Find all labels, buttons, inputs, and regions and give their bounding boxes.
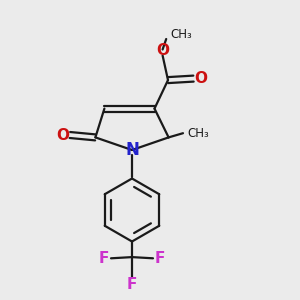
Text: N: N (125, 141, 139, 159)
Text: F: F (99, 251, 109, 266)
Text: O: O (156, 43, 169, 58)
Text: O: O (194, 71, 207, 86)
Text: F: F (127, 277, 137, 292)
Text: F: F (155, 251, 165, 266)
Text: CH₃: CH₃ (171, 28, 193, 41)
Text: O: O (56, 128, 69, 142)
Text: CH₃: CH₃ (188, 127, 209, 140)
